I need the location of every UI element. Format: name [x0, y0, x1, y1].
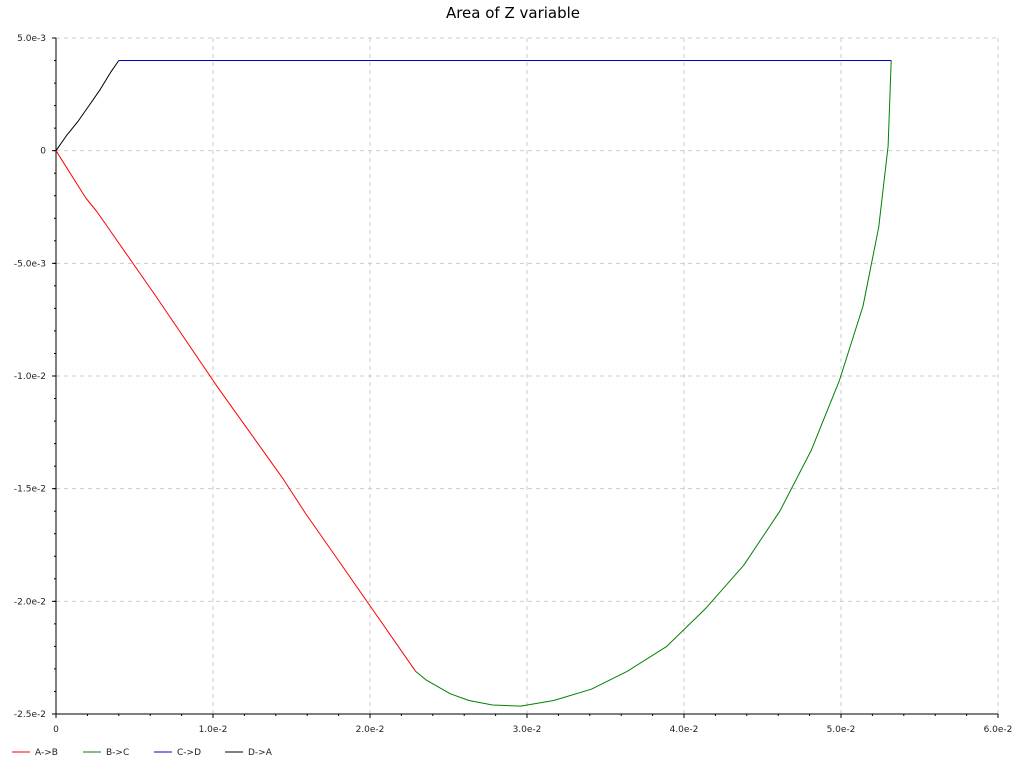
legend: A->B B->C C->D D->A	[12, 748, 273, 758]
y-tick-label: 5.0e-3	[17, 34, 46, 44]
x-tick-label: 6.0e-2	[984, 725, 1013, 735]
series-line-4	[55, 60, 120, 151]
y-tick-label: -1.0e-2	[14, 372, 46, 382]
x-tick-label: 4.0e-2	[670, 725, 699, 735]
x-tick-label: 1.0e-2	[199, 725, 228, 735]
y-tick-label: -5.0e-3	[14, 259, 46, 269]
x-tick-label: 5.0e-2	[827, 725, 856, 735]
chart-title: Area of Z variable	[446, 4, 580, 22]
y-tick-label: -1.5e-2	[14, 485, 46, 495]
axes: 0 1.0e-2 2.0e-2 3.0e-2 4.0e-2 5.0e-2 6.0e-2 5.0…	[14, 34, 1012, 735]
x-tick-label: 2.0e-2	[356, 725, 385, 735]
legend-label: B->C	[106, 748, 129, 758]
x-tick-label: 3.0e-2	[513, 725, 542, 735]
x-tick-label: 0	[53, 725, 59, 735]
legend-label: A->B	[35, 748, 58, 758]
y-tick-label: -2.0e-2	[14, 597, 46, 607]
series-lines	[55, 60, 892, 707]
y-tick-label: 0	[40, 147, 46, 157]
series-line-1	[55, 150, 416, 672]
y-tick-label: -2.5e-2	[14, 710, 46, 720]
grid-lines	[56, 37, 999, 714]
series-line-2	[415, 60, 892, 707]
legend-label: C->D	[177, 748, 201, 758]
legend-label: D->A	[248, 748, 273, 758]
